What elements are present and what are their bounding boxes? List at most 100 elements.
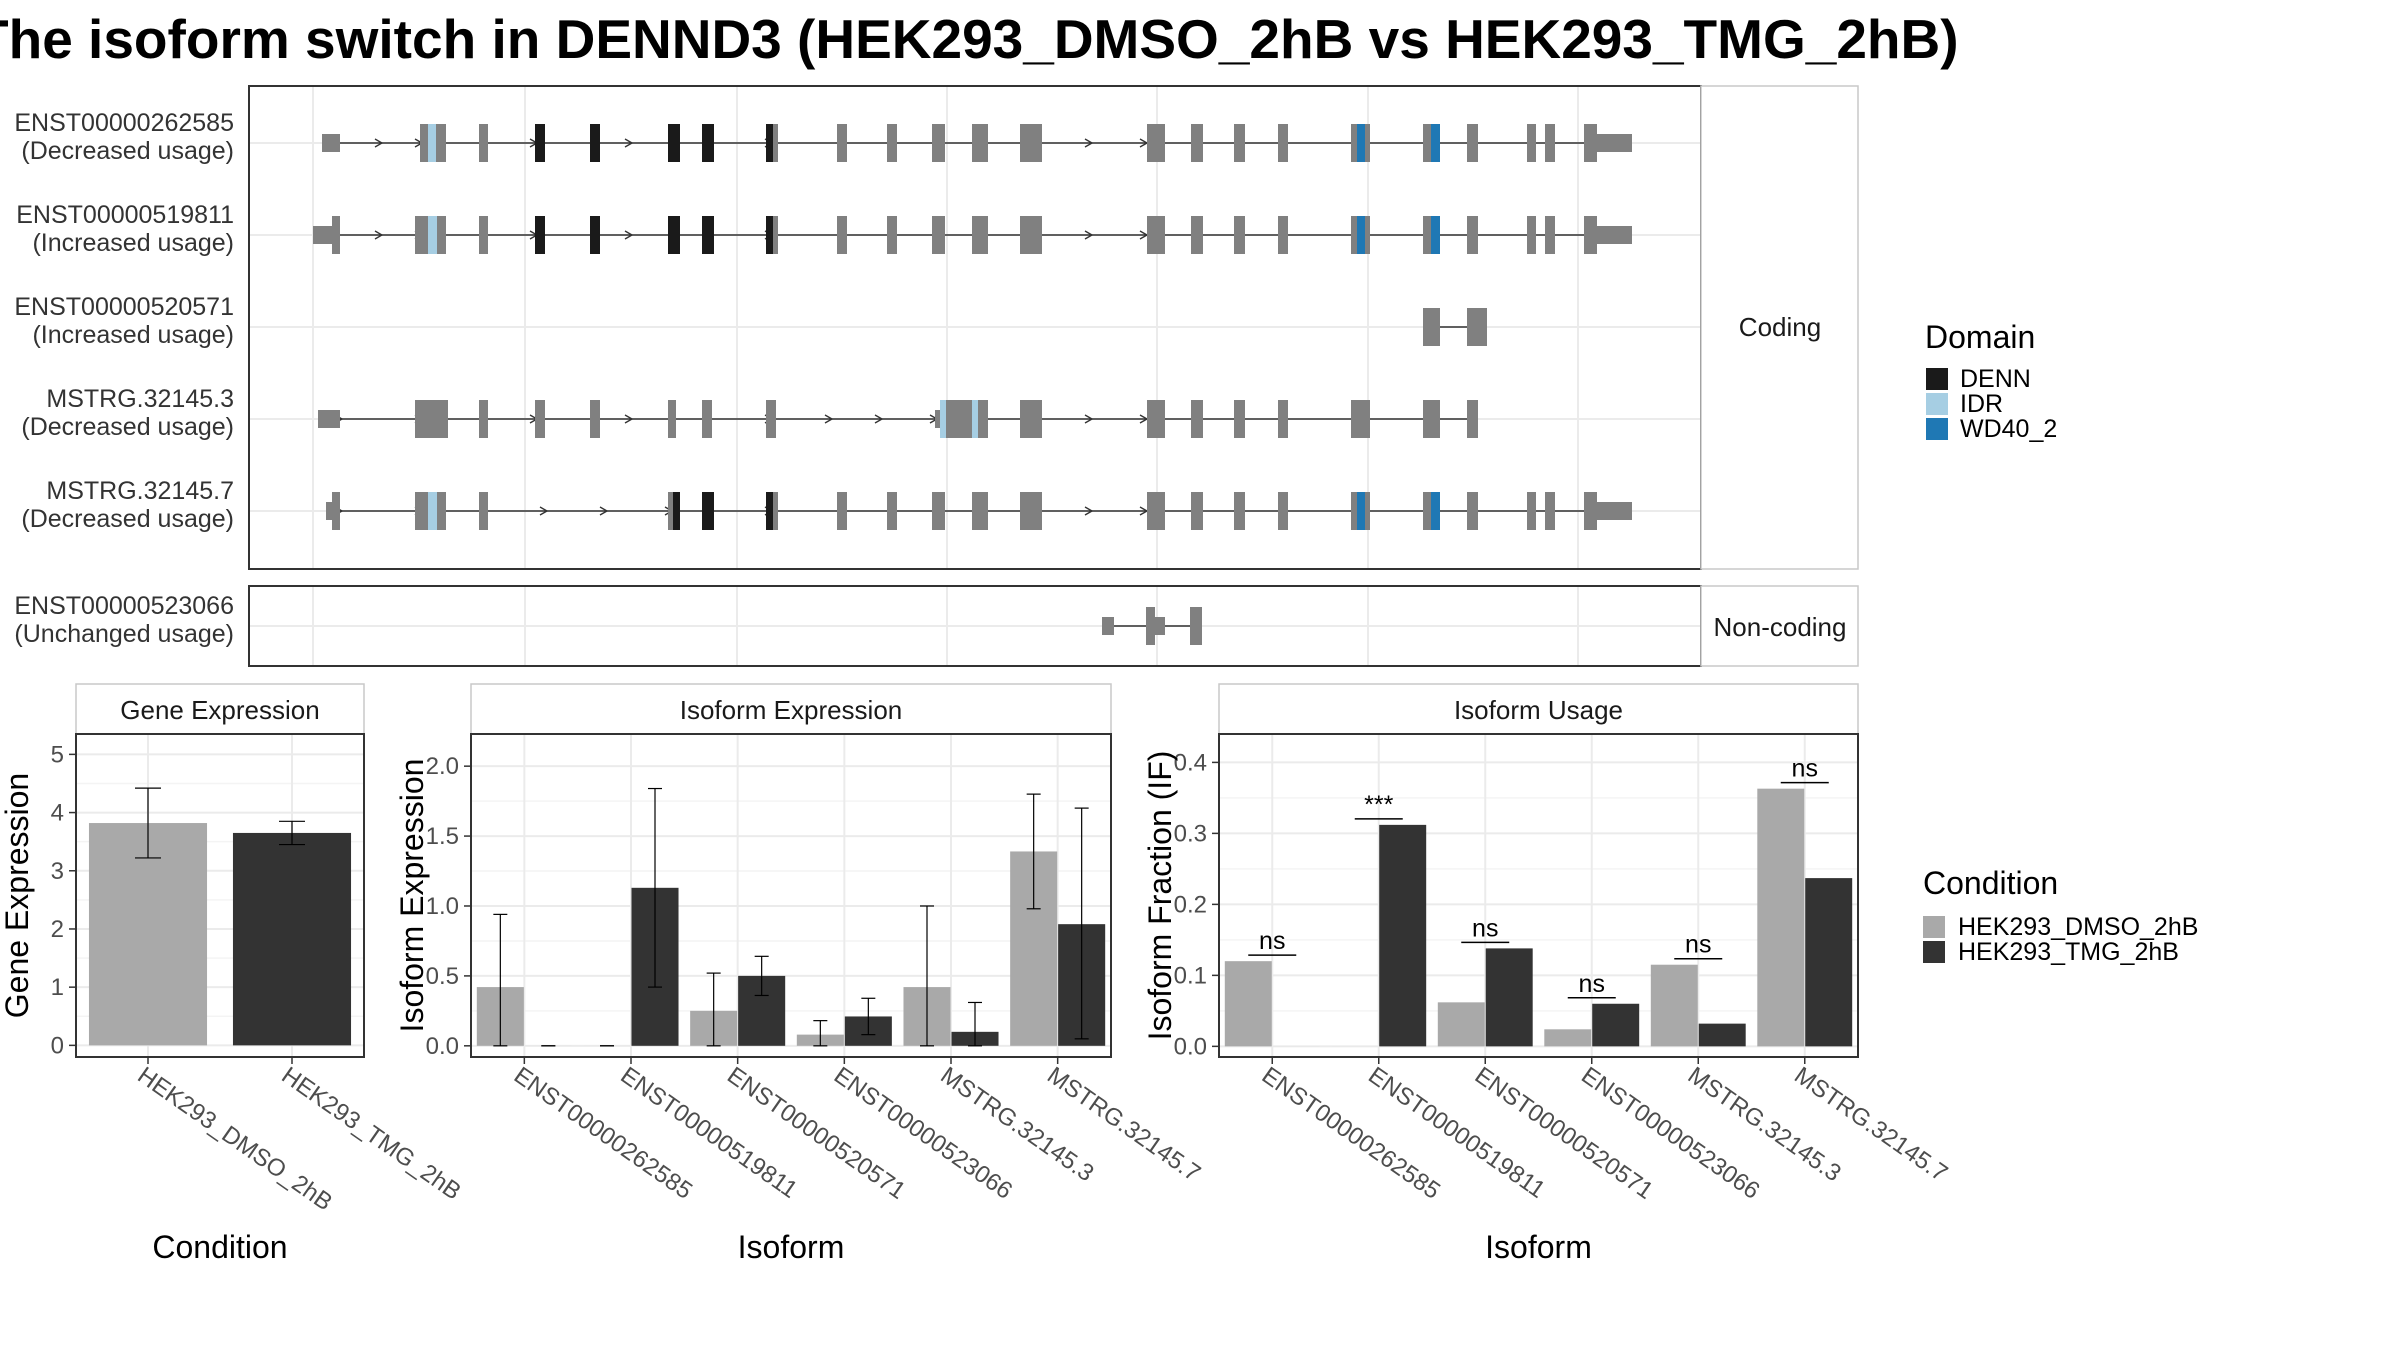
y-tick-label: 1.0 xyxy=(426,893,459,920)
domain-legend-title: Domain xyxy=(1925,319,2035,355)
y-tick-label: 0.4 xyxy=(1174,749,1207,776)
exon xyxy=(1527,216,1536,254)
exon xyxy=(1351,400,1370,438)
exon xyxy=(1365,124,1370,162)
exon xyxy=(1351,124,1357,162)
exon xyxy=(590,124,600,162)
bar xyxy=(88,823,208,1046)
y-tick-label: 0.0 xyxy=(1174,1033,1207,1060)
exon xyxy=(479,400,488,438)
bar xyxy=(1485,948,1533,1047)
exon xyxy=(773,492,778,530)
exon xyxy=(946,400,972,438)
exon xyxy=(1278,124,1288,162)
noncoding-strip xyxy=(1700,585,1859,667)
y-tick-label: 0.1 xyxy=(1174,962,1207,989)
condition-legend-tmg: HEK293_TMG_2hB xyxy=(1958,938,2179,966)
x-axis-title: Isoform xyxy=(1485,1229,1592,1265)
exon xyxy=(773,216,778,254)
condition-swatch-tmg xyxy=(1923,941,1945,963)
y-axis-title: Isoform Fraction (IF) xyxy=(1142,751,1178,1041)
bar xyxy=(1544,1029,1592,1047)
exon xyxy=(1278,492,1288,530)
exon xyxy=(1020,216,1042,254)
exon xyxy=(428,216,437,254)
exon xyxy=(479,492,488,530)
isoform-id-label: ENST00000520571 xyxy=(14,293,234,321)
panel-border xyxy=(75,733,365,1058)
exon xyxy=(887,492,897,530)
condition-swatch-dmso xyxy=(1923,916,1945,938)
panel-strip xyxy=(470,683,1112,735)
exon xyxy=(1467,216,1478,254)
exon xyxy=(479,216,488,254)
exon xyxy=(773,124,778,162)
significance-label: ns xyxy=(1579,970,1605,998)
noncoding-strip-label: Non-coding xyxy=(1714,612,1847,642)
isoform-id-label: MSTRG.32145.3 xyxy=(46,385,234,413)
figure-title: The isoform switch in DENND3 (HEK293_DMS… xyxy=(0,8,1959,70)
significance-label: ns xyxy=(1792,755,1818,783)
strand-arrow xyxy=(1084,138,1094,148)
strand-arrow xyxy=(824,414,834,424)
strand-arrow xyxy=(374,230,384,240)
exon xyxy=(1020,492,1042,530)
x-tick-label: ENST00000519811 xyxy=(616,1062,803,1204)
y-tick-label: 0.2 xyxy=(1174,891,1207,918)
exon xyxy=(1431,216,1440,254)
exon xyxy=(887,124,897,162)
exon xyxy=(1020,400,1042,438)
y-tick-label: 4 xyxy=(51,800,64,827)
exon xyxy=(978,400,988,438)
exon xyxy=(1155,617,1165,635)
exon xyxy=(415,492,428,530)
y-tick-label: 1.5 xyxy=(426,823,459,850)
exon xyxy=(535,124,545,162)
exon xyxy=(668,216,680,254)
exon xyxy=(837,216,847,254)
x-tick-label: ENST00000523066 xyxy=(1576,1062,1764,1205)
exon xyxy=(415,400,448,438)
panel-border xyxy=(470,733,1112,1058)
isoform-usage-label: (Unchanged usage) xyxy=(14,620,234,648)
exon xyxy=(766,492,773,530)
exon xyxy=(1597,226,1632,244)
exon xyxy=(1147,400,1165,438)
exon xyxy=(1102,617,1114,635)
exon xyxy=(1467,308,1487,346)
exon xyxy=(972,492,988,530)
exon xyxy=(932,124,945,162)
significance-label: *** xyxy=(1364,791,1393,819)
y-axis-title: Gene Expression xyxy=(0,773,35,1018)
exon xyxy=(1584,124,1597,162)
strand-arrow xyxy=(599,506,609,516)
exon xyxy=(436,124,446,162)
x-tick-label: ENST00000262585 xyxy=(509,1062,697,1205)
strand-arrow xyxy=(624,138,634,148)
domain-legend-idr: IDR xyxy=(1960,390,2003,418)
strand-arrow xyxy=(539,506,549,516)
significance-label: ns xyxy=(1259,927,1285,955)
exon xyxy=(590,216,600,254)
exon xyxy=(318,410,340,428)
x-axis-title: Condition xyxy=(152,1229,287,1265)
exon xyxy=(1234,492,1245,530)
isoform-expression-chart: Isoform Expression0.00.51.01.52.0ENST000… xyxy=(394,683,1205,1265)
exon xyxy=(437,216,446,254)
exon xyxy=(1545,216,1555,254)
coding-isoform-labels: ENST00000262585(Decreased usage)ENST0000… xyxy=(14,109,234,533)
y-tick-label: 0.5 xyxy=(426,963,459,990)
exon xyxy=(673,492,680,530)
strand-arrow xyxy=(874,414,884,424)
exon xyxy=(1191,216,1203,254)
exon xyxy=(1278,400,1288,438)
noncoding-isoform-labels: ENST00000523066(Unchanged usage) xyxy=(14,592,234,648)
exon xyxy=(1545,492,1555,530)
exon xyxy=(1191,492,1203,530)
exon xyxy=(1234,400,1245,438)
exon xyxy=(972,124,988,162)
panel-strip xyxy=(75,683,365,735)
y-tick-label: 5 xyxy=(51,741,64,768)
significance-label: ns xyxy=(1685,931,1711,959)
exon xyxy=(766,216,773,254)
